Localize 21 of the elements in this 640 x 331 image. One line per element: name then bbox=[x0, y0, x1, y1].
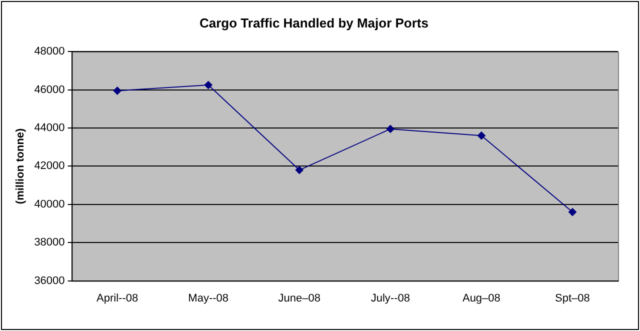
x-tick-label: May--08 bbox=[188, 292, 229, 304]
y-tick-label: 36000 bbox=[34, 274, 65, 287]
x-tick-label: Aug–08 bbox=[462, 292, 500, 304]
y-tick-label: 40000 bbox=[34, 198, 65, 210]
y-tick-label: 46000 bbox=[34, 84, 65, 96]
x-tick-label: April--08 bbox=[96, 292, 138, 304]
y-axis-title: (million tonne) bbox=[14, 128, 27, 204]
point bbox=[568, 208, 576, 216]
point bbox=[386, 124, 394, 133]
chart-title: Cargo Traffic Handled by Major Ports bbox=[200, 15, 428, 30]
y-tick-label: 44000 bbox=[34, 122, 65, 134]
point bbox=[295, 166, 304, 174]
y-tick-label: 48000 bbox=[34, 46, 65, 58]
point bbox=[204, 81, 212, 90]
point bbox=[113, 86, 122, 95]
y-tick-label: 38000 bbox=[34, 236, 65, 249]
x-tick-label: June–08 bbox=[278, 292, 320, 304]
point bbox=[477, 132, 486, 140]
y-tick-label: 42000 bbox=[34, 160, 65, 172]
x-tick-label: July--08 bbox=[370, 292, 410, 304]
x-tick-label: Spt–08 bbox=[555, 292, 590, 304]
